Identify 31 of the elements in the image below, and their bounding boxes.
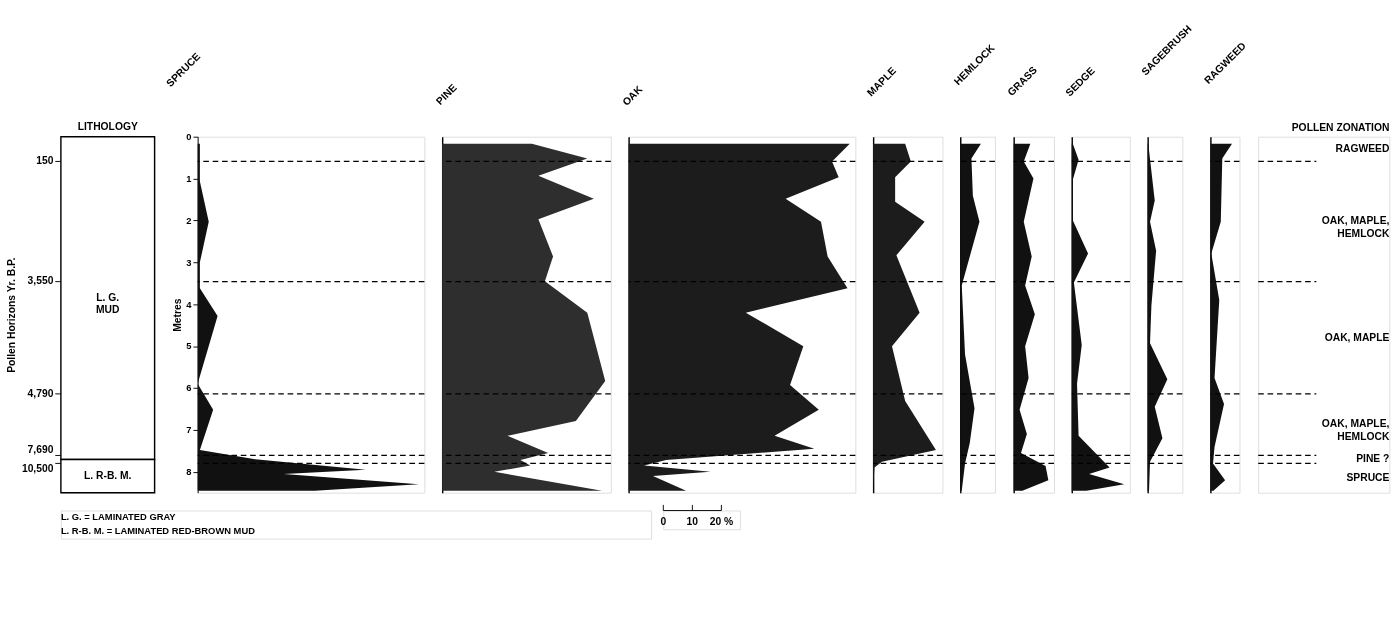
y-tick-label: 7 bbox=[186, 425, 192, 436]
text: 0 bbox=[660, 515, 667, 527]
y-tick-label: 5 bbox=[186, 341, 192, 352]
category-label: 7,690 bbox=[27, 443, 54, 455]
text: POLLEN ZONATION bbox=[1291, 122, 1390, 134]
category-label: L. R-B. M. bbox=[84, 469, 132, 481]
y-axis-title: Metres bbox=[171, 298, 183, 332]
category-label: OAK, MAPLE bbox=[1324, 331, 1390, 343]
category-label: L. G. MUD bbox=[96, 291, 120, 316]
text: L. R-B. M. = LAMINATED RED-BROWN MUD bbox=[60, 526, 256, 537]
category-label: SPRUCE bbox=[1346, 471, 1390, 483]
y-tick-label: 0 bbox=[186, 132, 192, 142]
text: Pollen Horizons Yr. B.P. bbox=[5, 257, 17, 373]
text: 20 % bbox=[709, 515, 734, 527]
category-label: 3,550 bbox=[27, 275, 54, 287]
y-tick-label: 4 bbox=[186, 299, 193, 310]
text: 10 bbox=[686, 515, 699, 527]
y-tick-label: 2 bbox=[186, 215, 192, 226]
y-tick-label: 8 bbox=[186, 467, 192, 478]
category-label: 10,500 bbox=[21, 462, 54, 474]
category-label: RAGWEED bbox=[1335, 142, 1390, 154]
text: L. G. = LAMINATED GRAY bbox=[60, 512, 177, 523]
category-label: OAK, MAPLE, HEMLOCK bbox=[1321, 418, 1390, 442]
text: LITHOLOGY bbox=[77, 121, 138, 133]
y-tick-label: 1 bbox=[186, 173, 192, 184]
y-tick-label: 6 bbox=[186, 383, 192, 394]
category-label: 4,790 bbox=[27, 387, 54, 399]
category-label: 150 bbox=[36, 155, 54, 167]
category-label: OAK, MAPLE, HEMLOCK bbox=[1321, 215, 1390, 239]
category-label: PINE ? bbox=[1356, 453, 1390, 465]
y-tick-label: 3 bbox=[186, 257, 192, 268]
